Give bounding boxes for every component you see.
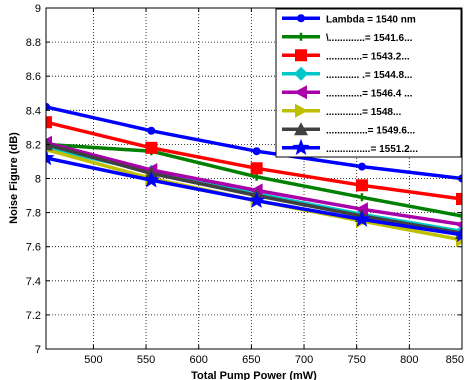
y-tick-label: 8.2 <box>26 139 41 151</box>
data-point <box>46 149 55 166</box>
legend-marker <box>295 49 307 62</box>
legend-label: ...............= 1549.6... <box>326 125 415 136</box>
x-tick-label: 600 <box>190 354 208 366</box>
series-1 <box>46 102 462 183</box>
data-point <box>142 171 160 188</box>
legend-label: \.............= 1541.6... <box>326 33 413 44</box>
data-point <box>353 210 371 227</box>
legend-item: .............= 1548... <box>282 103 402 118</box>
legend-item: .............= 1543.2... <box>282 49 410 62</box>
x-tick-label: 500 <box>84 354 102 366</box>
x-tick-label: 550 <box>137 354 155 366</box>
legend-item: ................= 1551.2... <box>282 138 418 155</box>
legend-marker <box>297 14 305 23</box>
y-tick-label: 7 <box>35 344 41 356</box>
y-tick-label: 7.4 <box>26 276 41 288</box>
x-tick-label: 850 <box>446 354 464 366</box>
x-tick-label: 650 <box>242 354 260 366</box>
y-tick-label: 7.2 <box>26 310 41 322</box>
y-axis-label: Noise Figure (dB) <box>8 132 20 224</box>
data-point <box>250 162 263 175</box>
y-tick-label: 8 <box>35 174 41 186</box>
data-point <box>46 102 50 111</box>
legend-label: .............= 1548... <box>326 107 402 118</box>
legend-label: Lambda = 1540 nm <box>326 14 416 25</box>
data-point <box>357 162 366 171</box>
legend-marker <box>294 85 307 100</box>
data-point <box>456 192 462 205</box>
legend-item: ............ .= 1544.8... <box>282 66 413 81</box>
data-point <box>453 225 462 242</box>
data-point <box>354 202 368 217</box>
series-layer <box>46 102 462 247</box>
series-8 <box>46 149 462 242</box>
legend-marker <box>292 138 310 155</box>
data-point <box>355 179 368 192</box>
data-point <box>458 212 462 221</box>
data-point <box>252 147 261 156</box>
legend-box <box>275 8 462 158</box>
x-tick-label: 800 <box>400 354 418 366</box>
y-tick-label: 8.6 <box>26 71 41 83</box>
series-3 <box>46 116 462 205</box>
legend-label: ................= 1551.2... <box>326 144 418 155</box>
legend-marker <box>295 103 308 118</box>
data-point <box>147 126 156 135</box>
x-tick-label: 700 <box>295 354 313 366</box>
y-tick-label: 7.8 <box>26 208 41 220</box>
data-point <box>145 141 158 154</box>
legend-label: .............= 1543.2... <box>326 51 410 62</box>
legend-marker <box>297 32 305 41</box>
y-tick-label: 9 <box>35 3 41 15</box>
data-point <box>248 191 266 208</box>
x-tick-label: 750 <box>348 354 366 366</box>
data-point <box>46 116 52 129</box>
legend: Lambda = 1540 nm \.............= 1541.6..… <box>275 8 462 158</box>
data-point <box>357 193 366 202</box>
legend-item: Lambda = 1540 nm <box>282 14 416 25</box>
legend-label: .............= 1546.4 ... <box>326 88 413 99</box>
legend-item: ...............= 1549.6... <box>282 122 415 136</box>
y-tick-label: 8.4 <box>26 105 41 117</box>
legend-item: \.............= 1541.6... <box>282 32 413 44</box>
y-tick-label: 8.8 <box>26 37 41 49</box>
legend-item: .............= 1546.4 ... <box>282 85 413 100</box>
legend-marker <box>294 122 308 136</box>
data-point <box>455 220 462 229</box>
ticks: 500 550 600 650 700 750 800 850 7 7.2 7.4 7.6 7.8 8 8.… <box>26 3 464 366</box>
x-axis-label: Total Pump Power (mW) <box>191 370 317 380</box>
y-tick-label: 7.6 <box>26 242 41 254</box>
legend-label: ............ .= 1544.8... <box>326 70 413 81</box>
legend-marker <box>294 66 308 81</box>
